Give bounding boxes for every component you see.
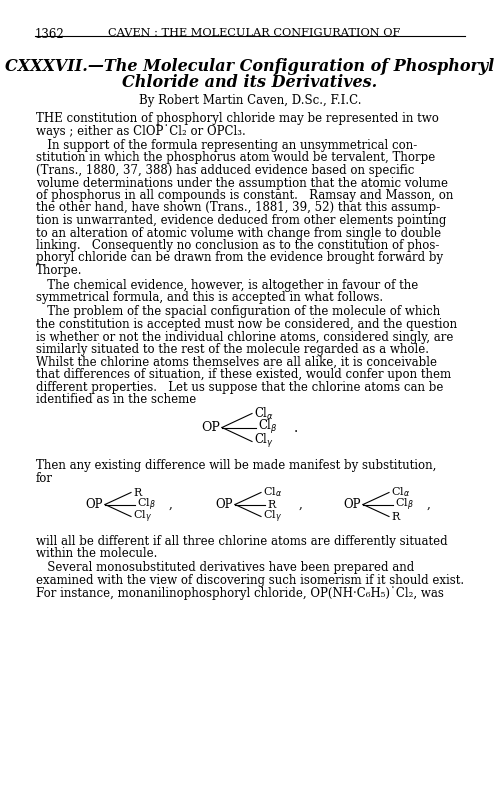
Text: CXXXVII.—The Molecular Configuration of Phosphoryl: CXXXVII.—The Molecular Configuration of …	[6, 58, 494, 75]
Text: Several monosubstituted derivatives have been prepared and: Several monosubstituted derivatives have…	[36, 561, 414, 575]
Text: 1362: 1362	[35, 28, 65, 41]
Text: The chemical evidence, however, is altogether in favour of the: The chemical evidence, however, is altog…	[36, 278, 418, 292]
Text: R: R	[133, 487, 141, 498]
Text: CAVEN : THE MOLECULAR CONFIGURATION OF: CAVEN : THE MOLECULAR CONFIGURATION OF	[108, 28, 401, 38]
Text: Cl$_\beta$: Cl$_\beta$	[395, 496, 414, 512]
Text: Cl$_\alpha$: Cl$_\alpha$	[391, 486, 410, 499]
Text: By Robert Martin Caven, D.Sc., F.I.C.: By Robert Martin Caven, D.Sc., F.I.C.	[139, 94, 361, 107]
Text: Cl$_\beta$: Cl$_\beta$	[258, 418, 278, 436]
Text: to an alteration of atomic volume with change from single to double: to an alteration of atomic volume with c…	[36, 226, 441, 240]
Text: Cl$_\gamma$: Cl$_\gamma$	[133, 509, 152, 525]
Text: (Trans., 1880, 37, 388) has adduced evidence based on specific: (Trans., 1880, 37, 388) has adduced evid…	[36, 164, 414, 177]
Text: For instance, monanilinophosphoryl chloride, OP(NH·C₆H₅)˙Cl₂, was: For instance, monanilinophosphoryl chlor…	[36, 586, 444, 601]
Text: similarly situated to the rest of the molecule regarded as a whole.: similarly situated to the rest of the mo…	[36, 343, 429, 356]
Text: examined with the view of discovering such isomerism if it should exist.: examined with the view of discovering su…	[36, 574, 464, 587]
Text: OP: OP	[201, 421, 220, 434]
Text: .: .	[294, 421, 298, 435]
Text: ways ; either as ClOP˙Cl₂ or OPCl₃.: ways ; either as ClOP˙Cl₂ or OPCl₃.	[36, 124, 246, 138]
Text: Cl$_\beta$: Cl$_\beta$	[137, 496, 156, 512]
Text: Cl$_\alpha$: Cl$_\alpha$	[263, 486, 282, 499]
Text: R: R	[267, 499, 275, 509]
Text: the other hand, have shown (Trans., 1881, 39, 52) that this assump-: the other hand, have shown (Trans., 1881…	[36, 201, 440, 215]
Text: Cl$_\gamma$: Cl$_\gamma$	[254, 432, 274, 450]
Text: THE constitution of phosphoryl chloride may be represented in two: THE constitution of phosphoryl chloride …	[36, 112, 439, 125]
Text: linking.   Consequently no conclusion as to the constitution of phos-: linking. Consequently no conclusion as t…	[36, 239, 440, 252]
Text: ,: ,	[169, 498, 173, 511]
Text: Cl$_\alpha$: Cl$_\alpha$	[254, 406, 274, 421]
Text: Then any existing difference will be made manifest by substitution,: Then any existing difference will be mad…	[36, 460, 436, 472]
Text: within the molecule.: within the molecule.	[36, 547, 158, 560]
Text: for: for	[36, 472, 53, 485]
Text: different properties.   Let us suppose that the chlorine atoms can be: different properties. Let us suppose tha…	[36, 380, 444, 394]
Text: Cl$_\gamma$: Cl$_\gamma$	[263, 509, 282, 525]
Text: is whether or not the individual chlorine atoms, considered singly, are: is whether or not the individual chlorin…	[36, 330, 454, 343]
Text: OP: OP	[86, 498, 103, 511]
Text: phoryl chloride can be drawn from the evidence brought forward by: phoryl chloride can be drawn from the ev…	[36, 252, 443, 265]
Text: tion is unwarranted, evidence deduced from other elements pointing: tion is unwarranted, evidence deduced fr…	[36, 214, 447, 227]
Text: OP: OP	[216, 498, 233, 511]
Text: symmetrical formula, and this is accepted in what follows.: symmetrical formula, and this is accepte…	[36, 291, 383, 304]
Text: stitution in which the phosphorus atom would be tervalent, Thorpe: stitution in which the phosphorus atom w…	[36, 152, 435, 164]
Text: Whilst the chlorine atoms themselves are all alike, it is conceivable: Whilst the chlorine atoms themselves are…	[36, 355, 437, 369]
Text: Chloride and its Derivatives.: Chloride and its Derivatives.	[122, 74, 378, 91]
Text: volume determinations under the assumption that the atomic volume: volume determinations under the assumpti…	[36, 177, 448, 189]
Text: ,: ,	[427, 498, 431, 511]
Text: The problem of the spacial configuration of the molecule of which: The problem of the spacial configuration…	[36, 306, 440, 318]
Text: OP: OP	[344, 498, 361, 511]
Text: Thorpe.: Thorpe.	[36, 264, 82, 277]
Text: In support of the formula representing an unsymmetrical con-: In support of the formula representing a…	[36, 139, 417, 152]
Text: that differences of situation, if these existed, would confer upon them: that differences of situation, if these …	[36, 368, 451, 381]
Text: ,: ,	[299, 498, 303, 511]
Text: will all be different if all three chlorine atoms are differently situated: will all be different if all three chlor…	[36, 534, 448, 548]
Text: R: R	[391, 512, 399, 521]
Text: identified as in the scheme: identified as in the scheme	[36, 393, 196, 406]
Text: of phosphorus in all compounds is constant.   Ramsay and Masson, on: of phosphorus in all compounds is consta…	[36, 189, 454, 202]
Text: the constitution is accepted must now be considered, and the question: the constitution is accepted must now be…	[36, 318, 457, 331]
